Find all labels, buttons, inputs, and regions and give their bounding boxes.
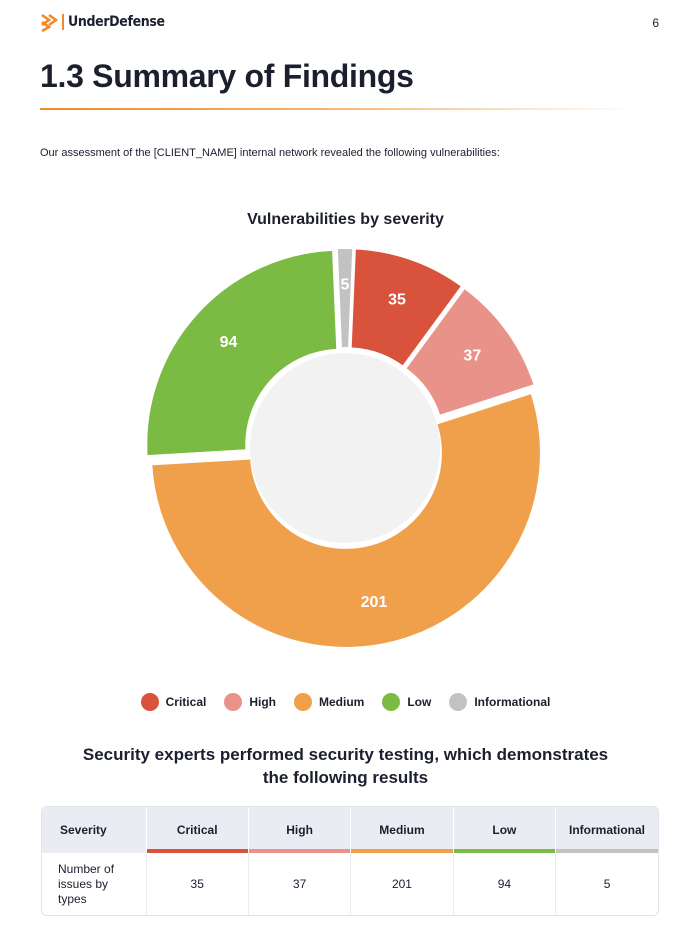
legend-item-critical: Critical — [140, 693, 207, 711]
results-heading-line-2: the following results — [262, 768, 429, 787]
chart-legend: Critical High Medium Low Informational — [0, 693, 691, 711]
cell-medium: 201 — [350, 853, 454, 915]
header-low: Low — [453, 807, 557, 853]
header-label: High — [286, 823, 313, 837]
section-title: 1.3 Summary of Findings — [40, 58, 414, 94]
legend-swatch — [224, 693, 243, 711]
slice-low — [145, 248, 339, 458]
legend-swatch — [449, 693, 468, 711]
logo-divider — [62, 14, 64, 30]
results-heading: Security experts performed security test… — [0, 743, 691, 789]
slice-label-informational: 5 — [341, 277, 350, 294]
header-severity: Severity — [42, 807, 147, 853]
severity-color-bar — [453, 849, 556, 853]
legend-label: Critical — [165, 695, 207, 709]
company-logo: UnderDefense — [40, 12, 175, 32]
slice-label-low: 94 — [220, 334, 238, 351]
severity-color-bar — [351, 849, 453, 853]
slice-medium — [150, 391, 542, 649]
header-medium: Medium — [350, 807, 454, 853]
header-label: Low — [492, 823, 517, 837]
legend-label: High — [249, 695, 276, 709]
results-heading-line-1: Security experts performed security test… — [82, 745, 609, 764]
severity-color-bar — [556, 849, 658, 853]
legend-swatch — [140, 693, 159, 711]
intro-paragraph: Our assessment of the [CLIENT_NAME] inte… — [40, 147, 500, 159]
severity-color-bar — [146, 849, 248, 853]
slice-high — [404, 286, 536, 417]
legend-label: Low — [407, 695, 432, 709]
header-critical: Critical — [146, 807, 249, 853]
table-row: Number of issues by types 35 37 201 94 5 — [42, 853, 658, 915]
cell-high: 37 — [248, 853, 352, 915]
legend-swatch — [294, 693, 312, 711]
legend-label: Medium — [319, 695, 365, 709]
header-informational: Informational — [555, 807, 658, 853]
legend-swatch — [382, 693, 401, 711]
cell-critical: 35 — [146, 853, 249, 915]
slice-label-medium: 201 — [361, 594, 388, 611]
slice-label-critical: 35 — [388, 291, 406, 308]
header-high: High — [248, 807, 352, 853]
legend-label: Informational — [474, 695, 551, 709]
cell-low: 94 — [453, 853, 557, 915]
severity-color-bar — [248, 849, 351, 853]
chart-title: Vulnerabilities by severity — [247, 211, 444, 228]
header-label: Medium — [379, 823, 425, 837]
slice-critical — [349, 247, 464, 368]
legend-item-low: Low — [382, 693, 431, 711]
header-label: Informational — [569, 823, 646, 837]
legend-item-informational: Informational — [449, 693, 550, 711]
legend-item-high: High — [224, 693, 276, 711]
table-header-row: Severity Critical High Medium Low Inform… — [42, 807, 658, 853]
results-table: Severity Critical High Medium Low Inform… — [41, 806, 659, 916]
row-label-line: issues by — [58, 876, 109, 891]
row-label-line: Number of — [58, 861, 115, 876]
header-label: Critical — [176, 823, 218, 837]
legend-item-medium: Medium — [294, 693, 364, 711]
row-label: Number of issues by types — [42, 853, 147, 915]
logo-text: UnderDefense — [67, 14, 165, 30]
slice-label-high: 37 — [463, 348, 481, 365]
cell-informational: 5 — [603, 877, 611, 891]
severity-donut-chart: 5 35 37 201 94 — [145, 247, 542, 649]
row-label-line: types — [58, 891, 87, 906]
title-underline — [40, 108, 640, 110]
double-chevron-right-icon — [41, 13, 59, 32]
slice-informational — [335, 247, 355, 350]
page-header: UnderDefense 6 — [40, 12, 659, 36]
donut-center — [250, 353, 440, 543]
page-number: 6 — [652, 16, 659, 30]
